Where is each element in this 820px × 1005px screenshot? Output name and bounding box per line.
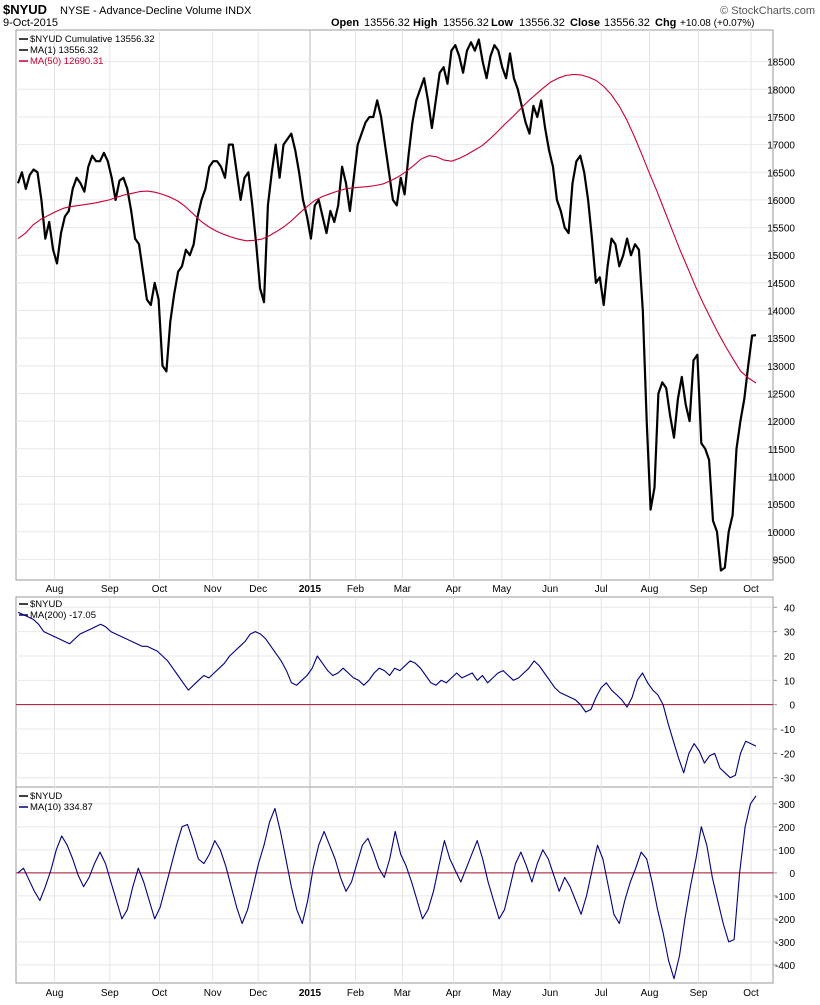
x-tick-label: Apr: [446, 988, 462, 999]
x-tick-label: Sep: [101, 584, 119, 595]
x-tick-label: Oct: [743, 584, 759, 595]
y-tick-label: 0: [789, 869, 795, 880]
indicator2-panel-frame: [15, 786, 774, 984]
symbol-title: $NYUD: [3, 2, 47, 17]
y-tick-label: 9500: [773, 555, 796, 566]
y-tick-label: 11500: [768, 445, 796, 456]
x-tick-label: Mar: [394, 584, 412, 595]
x-tick-label: May: [492, 988, 511, 999]
y-tick-label: 100: [778, 846, 795, 857]
y-tick-label: 40: [784, 603, 796, 614]
x-tick-label: Jun: [542, 988, 558, 999]
x-tick-label: Sep: [101, 988, 119, 999]
legend-entry: $NYUD: [30, 599, 62, 610]
x-tick-label: Oct: [152, 584, 168, 595]
y-tick-label: -300: [775, 938, 795, 949]
x-tick-label: Aug: [641, 584, 659, 595]
legend-entry: $NYUD: [30, 791, 62, 802]
x-tick-label: Oct: [743, 988, 759, 999]
y-tick-label: 15500: [767, 224, 795, 235]
x-tick-label: Aug: [46, 988, 64, 999]
series-line-ma-200-: [17, 611, 757, 779]
close-label: Close: [570, 17, 600, 29]
y-tick-label: 13500: [767, 334, 795, 345]
x-tick-label: Sep: [690, 988, 708, 999]
open-label: Open: [331, 17, 359, 29]
y-tick-label: -200: [775, 915, 795, 926]
x-tick-label: 2015: [299, 988, 322, 999]
series-line-ma-10-: [17, 795, 757, 980]
high-label: High: [413, 17, 438, 29]
x-tick-label: 2015: [299, 584, 322, 595]
y-tick-label: -100: [775, 892, 795, 903]
x-tick-label: Jun: [542, 584, 558, 595]
legend-entry: MA(200) -17.05: [30, 610, 96, 621]
y-tick-label: 10000: [767, 528, 795, 539]
legend-entry: MA(1) 13556.32: [30, 45, 98, 56]
y-tick-label: 200: [778, 823, 795, 834]
main-panel-frame: [15, 29, 774, 581]
high-value: 13556.32: [443, 17, 489, 29]
y-tick-label: 20: [784, 652, 796, 663]
y-tick-label: 16000: [767, 196, 795, 207]
y-tick-label: 18000: [767, 85, 795, 96]
series-line--nyud-cumulative: [16, 38, 757, 572]
y-tick-label: 17000: [767, 141, 795, 152]
x-tick-label: Aug: [641, 988, 659, 999]
y-tick-label: 12000: [767, 417, 795, 428]
low-value: 13556.32: [519, 17, 565, 29]
x-tick-label: Jul: [595, 988, 608, 999]
open-value: 13556.32: [364, 17, 410, 29]
chg-label: Chg: [655, 17, 676, 29]
x-tick-label: May: [492, 584, 511, 595]
chg-value: +10.08 (+0.07%): [680, 18, 755, 29]
y-tick-label: -20: [781, 749, 796, 760]
y-tick-label: -30: [781, 774, 796, 785]
chart-date: 9-Oct-2015: [3, 17, 58, 29]
y-tick-label: 11000: [768, 472, 796, 483]
y-tick-label: 10: [784, 676, 796, 687]
x-tick-label: Oct: [152, 988, 168, 999]
y-tick-label: -10: [781, 725, 796, 736]
x-tick-label: Aug: [46, 584, 64, 595]
y-tick-label: 300: [778, 800, 795, 811]
legend-entry: $NYUD Cumulative 13556.32: [30, 34, 155, 45]
y-tick-label: 14000: [767, 307, 795, 318]
x-tick-label: Dec: [249, 988, 267, 999]
x-tick-label: Apr: [446, 584, 462, 595]
indicator1-panel-frame: [15, 596, 774, 788]
legend-entry: MA(10) 334.87: [30, 802, 93, 813]
y-tick-label: 15000: [767, 251, 795, 262]
y-tick-label: 17500: [767, 113, 795, 124]
y-tick-label: 16500: [767, 168, 795, 179]
x-tick-label: Nov: [204, 988, 222, 999]
low-label: Low: [491, 17, 513, 29]
y-tick-label: 18500: [767, 58, 795, 69]
x-tick-label: Feb: [347, 988, 365, 999]
y-tick-label: 0: [789, 701, 795, 712]
y-tick-label: 13000: [767, 362, 795, 373]
y-tick-label: 10500: [767, 500, 795, 511]
y-tick-label: 14500: [767, 279, 795, 290]
x-tick-label: Mar: [394, 988, 412, 999]
copyright-text: © StockCharts.com: [720, 5, 815, 17]
symbol-description: NYSE - Advance-Decline Volume INDX: [60, 5, 252, 17]
y-tick-label: 30: [784, 628, 796, 639]
x-tick-label: Feb: [347, 584, 365, 595]
x-tick-label: Jul: [595, 584, 608, 595]
y-tick-label: -400: [775, 961, 795, 972]
x-tick-label: Nov: [204, 584, 222, 595]
close-value: 13556.32: [604, 17, 650, 29]
legend-entry: MA(50) 12690.31: [30, 56, 103, 67]
x-tick-label: Sep: [690, 584, 708, 595]
y-tick-label: 12500: [767, 389, 795, 400]
x-tick-label: Dec: [249, 584, 267, 595]
series-line-ma-50-: [17, 73, 757, 384]
